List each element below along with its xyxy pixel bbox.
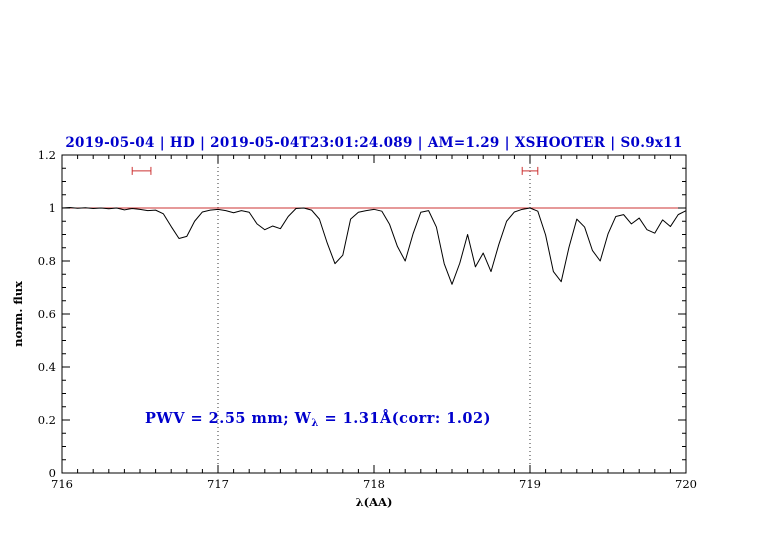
y-tick-label: 1	[49, 201, 56, 215]
x-tick-label: 716	[51, 477, 73, 491]
x-axis-label: λ(AA)	[356, 495, 393, 509]
y-tick-label: 0.6	[38, 307, 56, 321]
pwv-annotation-prefix: PWV = 2.55 mm; W	[145, 410, 312, 427]
spectrum-line	[61, 206, 687, 285]
y-tick-label: 0.8	[38, 254, 56, 268]
y-tick-label: 0.2	[38, 413, 56, 427]
x-tick-label: 719	[519, 477, 541, 491]
plot-title: 2019-05-04 | HD | 2019-05-04T23:01:24.08…	[65, 135, 683, 151]
y-tick-label: 1.2	[38, 148, 56, 162]
pwv-annotation: PWV = 2.55 mm; Wλ = 1.31Å(corr: 1.02)	[145, 410, 491, 429]
y-axis-label: norm. flux	[11, 281, 25, 347]
x-tick-label: 718	[363, 477, 385, 491]
y-tick-label: 0.4	[38, 360, 56, 374]
x-tick-label: 717	[207, 477, 229, 491]
y-tick-label: 0	[49, 466, 56, 480]
pwv-annotation-suffix: = 1.31Å(corr: 1.02)	[318, 410, 491, 427]
x-tick-label: 720	[675, 477, 697, 491]
pwv-annotation-subscript: λ	[311, 418, 319, 429]
